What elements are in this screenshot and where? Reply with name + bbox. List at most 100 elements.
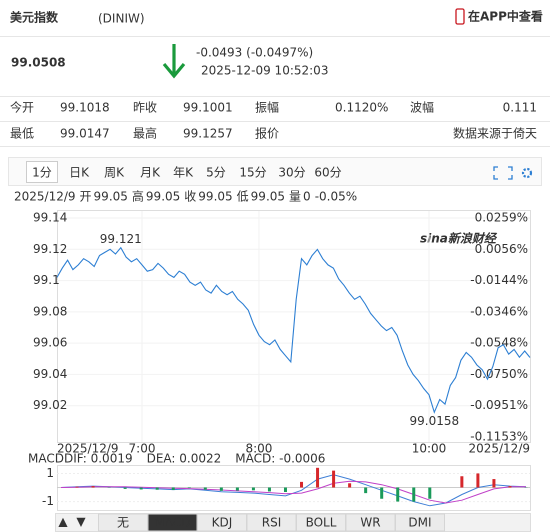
stat-label: 波幅	[410, 100, 434, 115]
quote-time: 2025-12-09 10:52:03	[201, 64, 328, 78]
macd-title: MACD	[28, 452, 64, 466]
data-source: 数据来源于倚天	[453, 126, 537, 141]
indicator-tab[interactable]: MACD	[155, 516, 191, 530]
period-tab[interactable]: 日K	[69, 166, 90, 180]
indicator-tab[interactable]: WR	[360, 516, 380, 530]
x-tick-label: 2025/12/9	[468, 442, 530, 456]
stat-value: 99.1001	[183, 101, 233, 115]
stat-label: 今开	[10, 100, 34, 115]
page-title: 美元指数	[10, 10, 59, 25]
indicator-tab[interactable]: 无	[117, 516, 129, 530]
y2-tick-label: 0.0056%	[475, 242, 528, 256]
price-line	[56, 246, 531, 414]
y2-tick-label: 0.0259%	[475, 211, 528, 225]
macd-bar	[139, 487, 143, 490]
fullscreen-icon[interactable]	[493, 166, 513, 180]
macd-bar	[380, 487, 384, 499]
y-tick-label: 1	[46, 466, 54, 480]
plot-frame	[57, 210, 531, 443]
period-tab[interactable]: 60分	[314, 166, 341, 180]
macd-bar	[396, 487, 400, 502]
legend-entry: MACD: -0.0006	[235, 452, 325, 466]
period-tab[interactable]: 5分	[206, 166, 226, 180]
indicator-tab[interactable]: KDJ	[212, 516, 233, 530]
y2-tick-label: -0.0346%	[470, 304, 528, 318]
app-link[interactable]: 在APP中查看	[468, 9, 543, 24]
stat-label: 最高	[133, 126, 157, 141]
price: 99.0508	[11, 56, 66, 70]
macd-bar	[508, 486, 512, 488]
macd-bar	[267, 487, 271, 492]
info-value: 99.05	[198, 190, 232, 204]
y-tick-label: 99.04	[33, 367, 67, 381]
y-tick-label: 99.02	[33, 398, 67, 412]
down-arrow	[162, 44, 186, 79]
indicator-tab-box[interactable]	[395, 513, 445, 532]
macd-bar	[348, 483, 352, 488]
stat-value: 0.111	[503, 101, 537, 115]
y-tick-label: -1	[42, 494, 54, 508]
symbol-code: (DINIW)	[98, 12, 145, 26]
stat-label: 最低	[10, 127, 34, 141]
y-tick-label: 99.06	[33, 336, 67, 350]
macd-bar	[492, 479, 496, 488]
macd-bar	[203, 487, 207, 490]
legend-entry: DIF: 0.0019	[64, 452, 133, 466]
x-tick-label: 8:00	[245, 442, 272, 456]
macd-bar	[251, 487, 255, 491]
y-tick-label: 99.1	[33, 273, 60, 287]
phone-icon	[455, 8, 465, 25]
macd-bar	[412, 487, 416, 502]
period-tab[interactable]: 年K	[173, 166, 194, 180]
x-tick-label: 10:00	[412, 442, 447, 456]
watermark: sina新浪财经	[420, 232, 498, 246]
y-tick-label: 99.08	[33, 304, 67, 318]
macd-bar	[235, 487, 239, 491]
price-change: -0.0493 (-0.0497%)	[196, 46, 313, 60]
stat-value: 99.1257	[183, 127, 233, 141]
macd-bar	[316, 467, 320, 488]
min-label: 99.0158	[410, 414, 460, 428]
info-change: -0.05%	[315, 190, 357, 204]
info-label: 高	[132, 189, 144, 204]
macd-line	[60, 480, 527, 504]
y2-tick-label: -0.0548%	[470, 336, 528, 350]
period-tab[interactable]: 周K	[104, 166, 125, 180]
indicator-tab[interactable]: BOLL	[306, 516, 337, 530]
settings-icon[interactable]	[521, 167, 533, 179]
period-tab[interactable]: 月K	[140, 166, 161, 180]
period-tab[interactable]: 30分	[278, 166, 305, 180]
macd-bar	[460, 476, 464, 488]
active-tab-box	[26, 161, 58, 183]
legend-entry: DEA: 0.0022	[147, 452, 222, 466]
macd-bar	[123, 487, 127, 489]
stat-value: 99.1018	[60, 101, 110, 115]
period-tab[interactable]: 15分	[239, 166, 266, 180]
macd-bar	[187, 487, 191, 489]
macd-bar	[364, 487, 368, 494]
macd-bar	[171, 487, 175, 491]
macd-bar	[155, 487, 159, 490]
y-tick-label: 99.14	[33, 211, 67, 225]
stat-value: 99.0147	[60, 127, 110, 141]
scroll-button[interactable]: ▲	[58, 515, 68, 529]
info-label: 量	[289, 190, 301, 204]
indicator-tab[interactable]: DMI	[408, 516, 431, 530]
macd-bar	[428, 487, 432, 499]
period-tab[interactable]: 1分	[32, 166, 52, 180]
info-value: 99.05	[251, 190, 285, 204]
macd-bar	[300, 481, 304, 488]
scroll-button[interactable]: ▼	[76, 515, 86, 529]
x-tick-label: 2025/12/9	[57, 442, 119, 456]
macd-bar	[283, 487, 287, 492]
y2-tick-label: -0.1153%	[470, 430, 528, 444]
indicator-tab[interactable]: RSI	[262, 516, 282, 530]
x-tick-label: 7:00	[129, 442, 156, 456]
y2-tick-label: -0.0951%	[470, 398, 528, 412]
macd-bar	[91, 486, 95, 488]
y2-tick-label: -0.0750%	[470, 367, 528, 381]
macd-bar	[332, 470, 336, 488]
max-label: 99.121	[100, 232, 142, 246]
